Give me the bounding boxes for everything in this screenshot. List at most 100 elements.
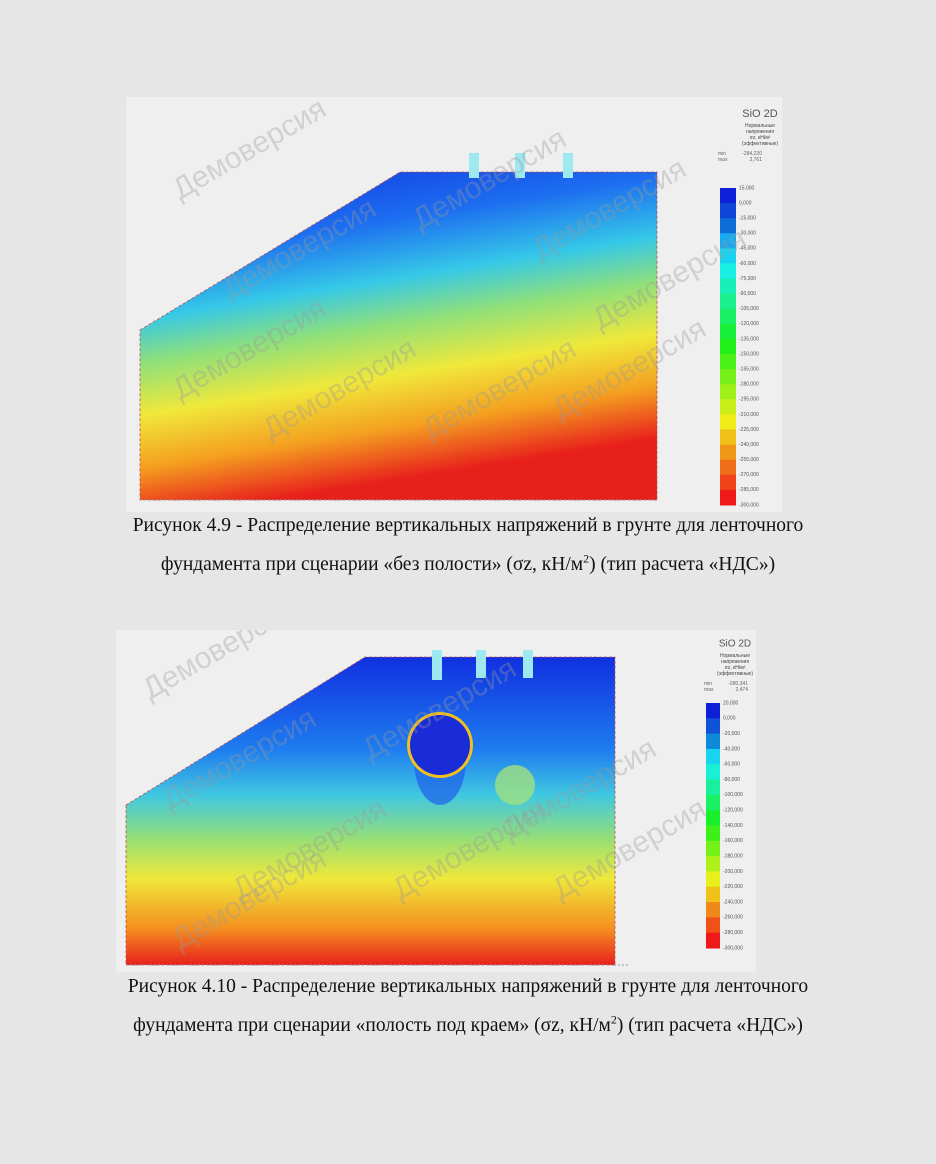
legend-tick-label: -15,000 bbox=[739, 216, 756, 222]
legend-tick-label: -60,000 bbox=[739, 261, 756, 267]
legend-cell bbox=[706, 840, 720, 857]
figure-caption: Рисунок 4.10 - Распределение вертикальны… bbox=[110, 967, 826, 1045]
legend-tick-label: -40,000 bbox=[723, 746, 740, 752]
legend-cell bbox=[706, 794, 720, 811]
legend-cell bbox=[706, 779, 720, 796]
caption-text: ) (тип расчета «НДС») bbox=[589, 554, 776, 575]
legend-tick-label: -120,000 bbox=[723, 808, 743, 814]
legend-tick-label: -60,000 bbox=[723, 762, 740, 768]
legend-tick-label: -100,000 bbox=[723, 792, 743, 798]
caption-text: ) (тип расчета «НДС») bbox=[616, 1015, 803, 1036]
legend-tick-label: -225,000 bbox=[739, 427, 759, 433]
legend-cell bbox=[706, 703, 720, 719]
legend-title: Нормальные bbox=[745, 123, 775, 129]
legend-cell bbox=[720, 233, 736, 249]
legend-cell bbox=[706, 718, 720, 735]
legend-tick-label: -280,000 bbox=[723, 930, 743, 936]
legend-cell bbox=[706, 856, 720, 872]
legend-tick-label: -135,000 bbox=[739, 336, 759, 342]
caption-text: Рисунок 4.9 - Распределение вертикальных… bbox=[132, 515, 804, 575]
legend-cell bbox=[706, 764, 720, 781]
legend-tick-label: -90,000 bbox=[739, 291, 756, 297]
legend-cell bbox=[720, 429, 736, 446]
legend-cell bbox=[720, 278, 736, 295]
legend-tick-label: -20,000 bbox=[723, 731, 740, 737]
legend-tick-label: -255,000 bbox=[739, 457, 759, 463]
legend-cell bbox=[720, 263, 736, 280]
legend-tick-label: -220,000 bbox=[723, 884, 743, 890]
max-value: 2,474 bbox=[735, 687, 748, 693]
legend-cell bbox=[720, 489, 736, 506]
legend-cell bbox=[706, 932, 720, 949]
legend-cell bbox=[720, 444, 736, 461]
legend-tick-label: 0,000 bbox=[723, 716, 736, 722]
legend-cell bbox=[720, 308, 736, 325]
legend-tick-label: -180,000 bbox=[723, 853, 743, 859]
legend-tick-label: -240,000 bbox=[739, 442, 759, 448]
legend-tick-label: -80,000 bbox=[723, 777, 740, 783]
legend-cell bbox=[706, 748, 720, 765]
caption-sup: 2 bbox=[583, 551, 590, 566]
max-label: max bbox=[718, 157, 728, 163]
legend-cell bbox=[706, 871, 720, 888]
legend-cell bbox=[720, 188, 736, 204]
legend-tick-label: -270,000 bbox=[739, 472, 759, 478]
caption-sup: 2 bbox=[610, 1012, 617, 1027]
legend-cell bbox=[706, 810, 720, 826]
legend-cell bbox=[720, 369, 736, 385]
min-value: -280,341 bbox=[728, 681, 748, 687]
legend-cell bbox=[720, 354, 736, 370]
legend-cell bbox=[706, 902, 720, 918]
legend-tick-label: 20,000 bbox=[723, 700, 739, 706]
legend-title: σz, кН/м² bbox=[725, 665, 746, 671]
legend-tick-label: 0,000 bbox=[739, 200, 752, 206]
legend-title: σz, кН/м² bbox=[750, 135, 771, 141]
legend-tick-label: -160,000 bbox=[723, 838, 743, 844]
app-logo: SiO 2D bbox=[742, 108, 778, 120]
min-label: min bbox=[718, 151, 726, 157]
legend-cell bbox=[706, 733, 720, 750]
legend-tick-label: -30,000 bbox=[739, 231, 756, 237]
legend-cell bbox=[720, 399, 736, 415]
caption-text: Рисунок 4.10 - Распределение вертикальны… bbox=[127, 976, 809, 1036]
legend-title: (эффективные) bbox=[742, 141, 778, 147]
max-value: 3,761 bbox=[749, 157, 762, 163]
min-value: -284,220 bbox=[742, 151, 762, 157]
legend-tick-label: -195,000 bbox=[739, 397, 759, 403]
legend-tick-label: -75,000 bbox=[739, 276, 756, 282]
legend-cell bbox=[720, 323, 736, 340]
legend-tick-label: -200,000 bbox=[723, 869, 743, 875]
figure-caption: Рисунок 4.9 - Распределение вертикальных… bbox=[110, 506, 826, 584]
legend-cell bbox=[720, 474, 736, 491]
legend-tick-label: -285,000 bbox=[739, 487, 759, 493]
legend-cell bbox=[720, 338, 736, 355]
legend-tick-label: -120,000 bbox=[739, 321, 759, 327]
min-label: min bbox=[704, 681, 712, 687]
legend-tick-label: -105,000 bbox=[739, 306, 759, 312]
legend-tick-label: -165,000 bbox=[739, 366, 759, 372]
legend-tick-label: -210,000 bbox=[739, 412, 759, 418]
legend-tick-label: -45,000 bbox=[739, 246, 756, 252]
legend-title: (эффективные) bbox=[717, 671, 753, 677]
legend-tick-label: -240,000 bbox=[723, 899, 743, 905]
max-label: max bbox=[704, 687, 714, 693]
legend-tick-label: -180,000 bbox=[739, 382, 759, 388]
legend-cell bbox=[720, 459, 736, 476]
legend-cell bbox=[720, 203, 736, 219]
legend-tick-label: -300,000 bbox=[739, 502, 759, 508]
legend-title: напряжения bbox=[721, 659, 749, 665]
legend-tick-label: -150,000 bbox=[739, 351, 759, 357]
legend-cell bbox=[720, 248, 736, 264]
legend-tick-label: -260,000 bbox=[723, 915, 743, 921]
legend-title: Нормальные bbox=[720, 653, 750, 659]
legend-cell bbox=[706, 886, 720, 903]
app-logo: SiO 2D bbox=[719, 638, 751, 649]
legend-cell bbox=[720, 218, 736, 234]
legend-tick-label: -140,000 bbox=[723, 823, 743, 829]
legend-cell bbox=[706, 825, 720, 842]
legend-cell bbox=[720, 293, 736, 310]
legend-tick-label: 15,000 bbox=[739, 185, 755, 191]
